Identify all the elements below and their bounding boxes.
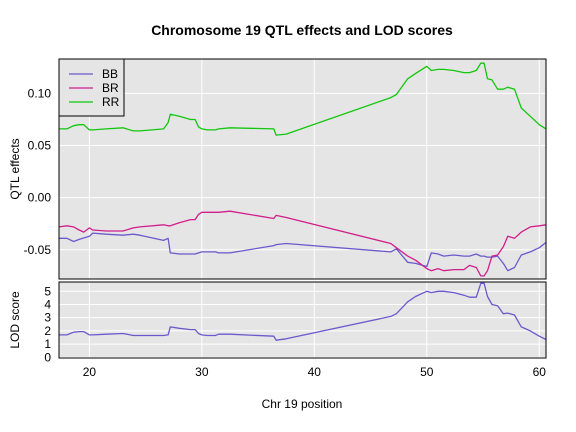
legend: BB BR RR — [58, 58, 125, 117]
lod-y-tick-label: 4 — [44, 297, 51, 311]
lod-lines — [59, 282, 547, 341]
legend-label-br: BR — [102, 81, 119, 95]
qtl-effects-line-br — [58, 210, 547, 277]
lod-x-axis: 20 30 40 50 60 — [83, 365, 547, 379]
x-tick-label: 50 — [420, 365, 434, 379]
lod-y-tick-label: 0 — [44, 350, 51, 364]
qtl-effects-line-rr — [59, 62, 547, 136]
lod-frame — [58, 281, 547, 359]
qtl-effects-y-tick-label: 0.00 — [28, 191, 52, 205]
qtl-effects-y-label: QTL effects — [8, 138, 22, 199]
x-tick-label: 30 — [195, 365, 209, 379]
legend-item-bb: BB — [69, 67, 118, 81]
lod-plot-area — [59, 282, 546, 358]
x-axis-label: Chr 19 position — [262, 397, 343, 411]
qtl-effects-y-tick-label: 0.05 — [28, 139, 52, 153]
legend-item-rr: RR — [69, 95, 120, 109]
qtl-effects-grid — [59, 59, 546, 279]
chart-title: Chromosome 19 QTL effects and LOD scores — [151, 22, 453, 38]
qtl-effects-panel: -0.05 0.00 0.05 0.10 QTL effects BB BR RR — [8, 58, 547, 280]
qtl-effects-y-tick-label: 0.10 — [28, 86, 52, 100]
x-tick-label: 40 — [308, 365, 322, 379]
legend-label-rr: RR — [102, 95, 120, 109]
x-tick-label: 20 — [83, 365, 97, 379]
legend-item-br: BR — [69, 81, 119, 95]
lod-grid — [59, 282, 546, 358]
legend-label-bb: BB — [102, 67, 118, 81]
lod-line — [59, 282, 547, 341]
qtl-effects-plot-area — [59, 59, 546, 279]
lod-y-tick-label: 1 — [44, 337, 51, 351]
qtl-effects-y-axis: -0.05 0.00 0.05 0.10 — [24, 86, 52, 256]
lod-y-label: LOD score — [8, 291, 22, 349]
qtl-effects-frame — [58, 58, 547, 280]
lod-y-tick-label: 2 — [44, 324, 51, 338]
lod-y-tick-label: 5 — [44, 284, 51, 298]
x-tick-label: 60 — [533, 365, 547, 379]
lod-y-tick-label: 3 — [44, 311, 51, 325]
qtl-effects-lines — [58, 62, 547, 277]
qtl-effects-y-tick-label: -0.05 — [24, 243, 52, 257]
